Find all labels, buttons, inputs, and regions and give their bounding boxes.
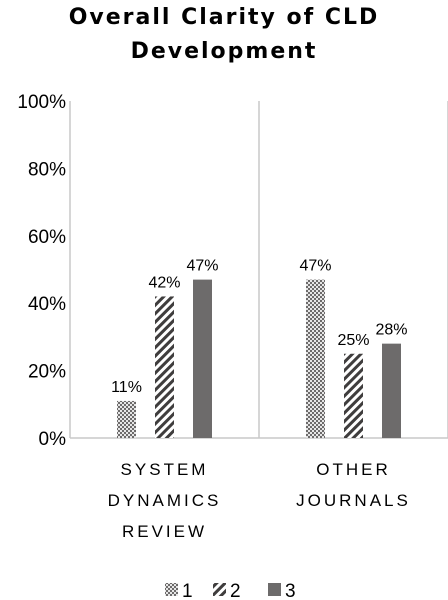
y-tick-label: 60%: [28, 227, 66, 248]
bar-series-3: [193, 279, 212, 438]
data-label: 42%: [148, 274, 180, 291]
bar-series-1: [117, 400, 136, 438]
data-label: 28%: [375, 322, 407, 339]
category-label: DYNAMICS: [108, 491, 222, 510]
legend-swatch-1: [165, 583, 178, 596]
bar-series-1: [306, 279, 325, 438]
legend: 1 2 3: [165, 581, 296, 600]
data-labels: 11% 42% 47% 47% 25% 28%: [111, 258, 407, 396]
chart-title: Overall Clarity of CLD Development: [69, 5, 380, 64]
category-label: SYSTEM: [121, 460, 209, 479]
y-axis-ticks: 0% 20% 40% 60% 80% 100%: [17, 92, 66, 450]
data-label: 25%: [337, 332, 369, 349]
bar-series-2: [155, 296, 174, 438]
category-label: JOURNALS: [296, 491, 411, 510]
legend-label-2: 2: [230, 581, 241, 600]
legend-swatch-2: [213, 583, 226, 596]
data-label: 11%: [111, 379, 142, 396]
y-tick-label: 0%: [39, 429, 67, 450]
category-labels: SYSTEM DYNAMICS REVIEW OTHER JOURNALS: [108, 460, 411, 541]
y-tick-label: 20%: [28, 362, 66, 383]
y-tick-label: 80%: [28, 159, 66, 180]
legend-swatch-3: [268, 583, 281, 596]
data-label: 47%: [299, 258, 331, 275]
category-label: OTHER: [316, 460, 391, 479]
y-tick-label: 100%: [17, 92, 66, 113]
chart-title-line-1: Overall Clarity of CLD: [69, 5, 380, 30]
y-tick-label: 40%: [28, 294, 66, 315]
bars: [117, 279, 401, 438]
bar-series-3: [382, 343, 401, 438]
category-label: REVIEW: [122, 522, 207, 541]
legend-label-3: 3: [285, 581, 296, 600]
bar-series-2: [344, 353, 363, 438]
data-label: 47%: [186, 258, 218, 275]
legend-label-1: 1: [182, 581, 193, 600]
chart-title-line-2: Development: [131, 39, 318, 64]
